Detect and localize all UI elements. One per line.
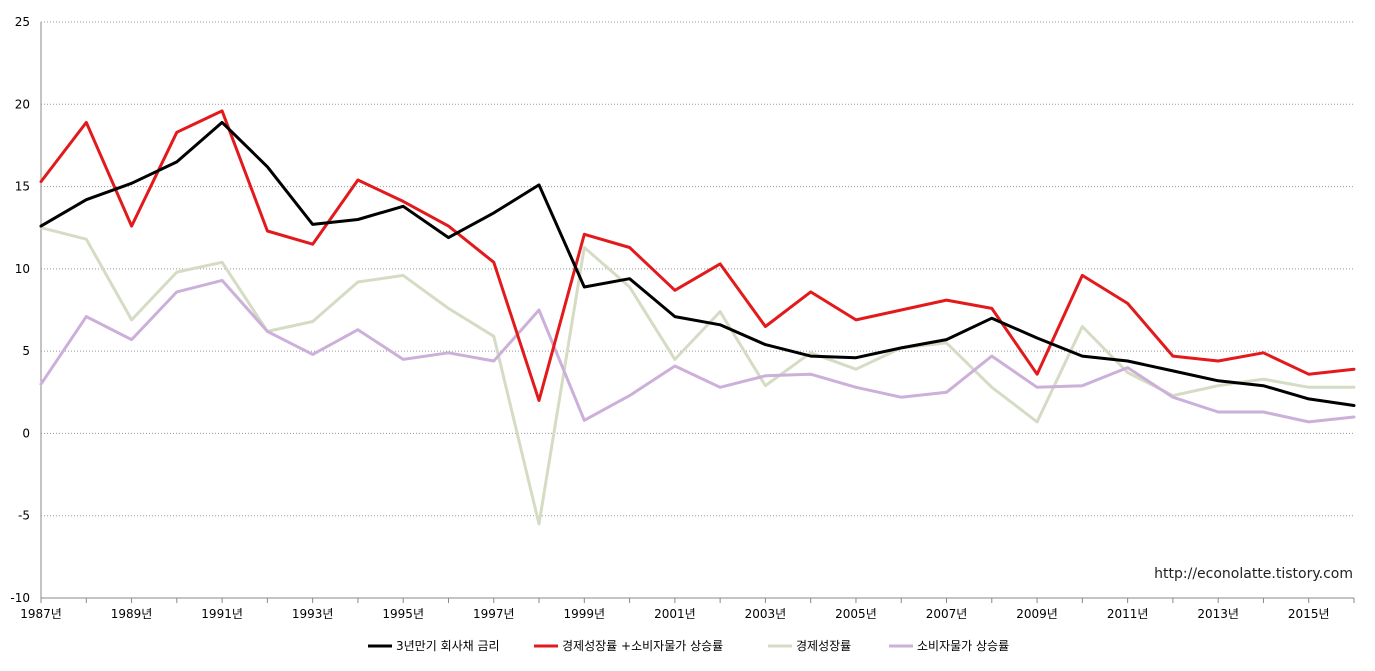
x-tick-label: 1991년 [201,607,243,621]
series-line-economic-growth [39,226,1356,526]
watermark-url: http://econolatte.tistory.com [1154,566,1353,582]
legend-label: 3년만기 회사채 금리 [396,639,500,653]
y-tick-label: 20 [15,97,30,111]
series-lines [39,109,1356,526]
series-line-growth-plus-inflation [39,109,1356,402]
legend-label: 경제성장률 +소비자물가 상승률 [562,639,723,653]
x-tick-label: 2001년 [654,607,696,621]
y-tick-label: 5 [22,344,30,358]
y-tick-label: 0 [22,426,30,440]
x-tick-label: 2009년 [1016,607,1058,621]
plot-area [41,22,1354,598]
y-tick-label: 10 [15,262,30,276]
x-tick-label: 2015년 [1288,607,1330,621]
x-axis: 1987년 1989년 1991년 1993년 1995년 1997년 1999년 2001년… [20,598,1355,621]
x-tick-label: 2013년 [1197,607,1239,621]
y-axis: 25 20 15 10 5 0 -5 -10 [10,15,30,605]
x-tick-label: 2011년 [1107,607,1149,621]
gridlines [41,21,1354,599]
x-tick-label: 1995년 [382,607,424,621]
x-tick-label: 2007년 [926,607,968,621]
series-line-inflation [39,278,1356,424]
legend: 3년만기 회사채 금리 경제성장률 +소비자물가 상승률 경제성장률 소비자물가 상승… [368,639,1009,653]
x-tick-label: 1993년 [292,607,334,621]
x-tick-label: 1997년 [473,607,515,621]
x-tick-label: 2003년 [745,607,787,621]
y-tick-label: -10 [10,591,30,605]
y-tick-label: -5 [18,509,30,523]
x-tick-label: 2005년 [835,607,877,621]
legend-label: 소비자물가 상승률 [917,639,1009,653]
y-tick-label: 25 [15,15,30,29]
legend-label: 경제성장률 [796,639,851,653]
series-line-corporate-bond-rate [39,120,1356,407]
x-tick-label: 1987년 [20,607,62,621]
y-tick-label: 15 [15,180,30,194]
x-tick-label: 1999년 [564,607,606,621]
x-tick-label: 1989년 [111,607,153,621]
